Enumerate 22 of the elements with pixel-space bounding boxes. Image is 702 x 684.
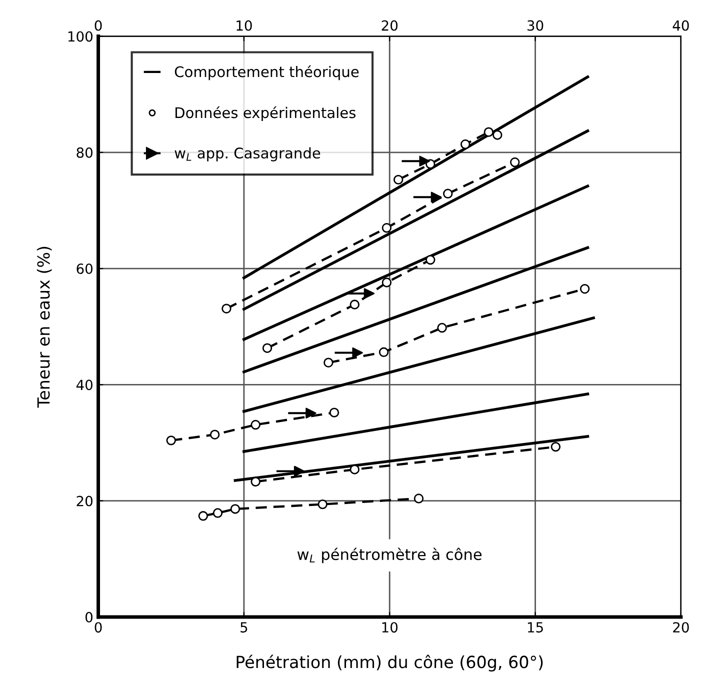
legend-label: w$_{L}$ app. Casagrande xyxy=(174,147,320,162)
y-tick-label: 100 xyxy=(68,31,92,42)
y-axis-title: Teneur en eaux (%) xyxy=(36,246,52,408)
x2-tick-label: 40 xyxy=(672,20,689,31)
x-tick-label: 0 xyxy=(94,622,102,633)
x2-tick-label: 30 xyxy=(527,20,544,31)
y-tick-label: 80 xyxy=(76,147,92,158)
x-tick-label: 5 xyxy=(240,622,248,633)
x-axis-title: Pénétration (mm) du cône (60g, 60°) xyxy=(236,654,543,672)
legend-label: Données expérimentales xyxy=(176,106,356,122)
legend-label: Comportement théorique xyxy=(174,65,359,80)
y-tick-label: 40 xyxy=(76,380,92,390)
x2-tick-label: 20 xyxy=(382,20,398,31)
x2-tick-label: 0 xyxy=(94,20,102,31)
x-tick-label: 10 xyxy=(382,622,398,633)
x-tick-label: 15 xyxy=(528,622,543,633)
y-tick-label: 20 xyxy=(76,496,92,506)
x-tick-label: 20 xyxy=(673,622,689,633)
y-tick-label: 60 xyxy=(76,264,92,274)
y-tick-label: 0 xyxy=(86,612,92,622)
annotation: w$_{L}$ pénétromètre à cône xyxy=(297,548,482,564)
x2-tick-label: 10 xyxy=(236,20,252,31)
